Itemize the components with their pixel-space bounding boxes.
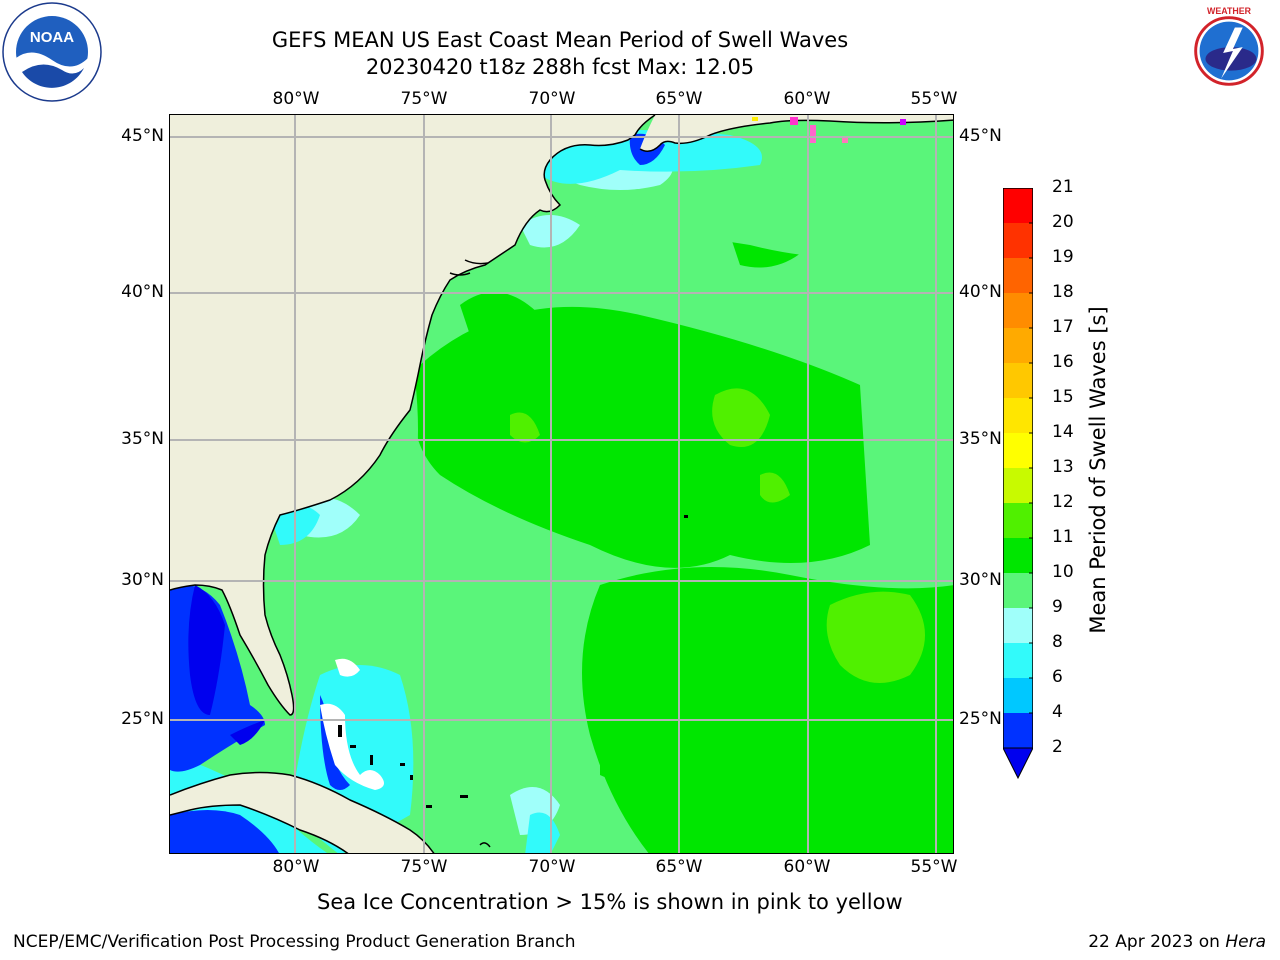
colorbar-tick-label: 16 [1052, 352, 1074, 372]
colorbar-tick-label: 17 [1052, 317, 1074, 337]
lon-tick-bottom: 75°W [400, 857, 448, 877]
colorbar-segment [1003, 363, 1033, 398]
lat-tick-right: 25°N [959, 709, 1002, 729]
footer-date: 22 Apr 2023 on [1088, 932, 1226, 952]
colorbar-segment [1003, 398, 1033, 433]
colorbar-segment [1003, 188, 1033, 223]
colorbar-tick-label: 20 [1052, 212, 1074, 232]
period-11-12-regions [510, 388, 925, 683]
colorbar-segment [1003, 538, 1033, 573]
lon-tick-top: 65°W [655, 89, 703, 109]
lat-tick-left: 45°N [121, 126, 164, 146]
lon-tick-top: 75°W [400, 89, 448, 109]
land-north-america [170, 115, 655, 715]
colorbar-segment [1003, 713, 1033, 748]
colorbar-tick-label: 10 [1052, 562, 1074, 582]
colorbar-tick-label: 19 [1052, 247, 1074, 267]
colorbar-segment [1003, 573, 1033, 608]
colorbar-tick-label: 9 [1052, 597, 1063, 617]
lon-tick-bottom: 70°W [528, 857, 576, 877]
colorbar-segment [1003, 608, 1033, 643]
colorbar-title: Mean Period of Swell Waves [s] [1086, 306, 1110, 634]
land-canada [640, 115, 953, 152]
colorbar-segment [1003, 433, 1033, 468]
footer-left: NCEP/EMC/Verification Post Processing Pr… [13, 932, 576, 952]
colorbar-segment [1003, 503, 1033, 538]
footer-host: Hera [1225, 932, 1266, 952]
lon-tick-top: 70°W [528, 89, 576, 109]
lon-tick-bottom: 60°W [783, 857, 831, 877]
no-data-regions [320, 658, 384, 790]
land-cuba [170, 772, 434, 853]
period-under-2-regions [188, 585, 265, 745]
lon-tick-top: 60°W [783, 89, 831, 109]
nws-logo: WEATHER [1181, 3, 1277, 99]
lon-tick-bottom: 65°W [655, 857, 703, 877]
lat-tick-right: 35°N [959, 429, 1002, 449]
svg-text:WEATHER: WEATHER [1207, 6, 1252, 16]
lon-tick-bottom: 55°W [910, 857, 958, 877]
colorbar-under-arrow [1003, 747, 1033, 780]
colorbar-tick-label: 15 [1052, 387, 1074, 407]
lat-tick-right: 30°N [959, 570, 1002, 590]
lon-tick-top: 80°W [272, 89, 320, 109]
colorbar-segment [1003, 468, 1033, 503]
colorbar-tick-label: 14 [1052, 422, 1074, 442]
colorbar-tick-label: 13 [1052, 457, 1074, 477]
lon-tick-bottom: 80°W [272, 857, 320, 877]
swell-period-field [170, 115, 953, 853]
lon-tick-top: 55°W [910, 89, 958, 109]
colorbar-segment [1003, 258, 1033, 293]
lat-tick-left: 40°N [121, 282, 164, 302]
colorbar-tick-label: 4 [1052, 702, 1063, 722]
colorbar-tick-label: 11 [1052, 527, 1074, 547]
footer-right: 22 Apr 2023 on Hera [1088, 932, 1266, 952]
noaa-logo: NOAA [2, 2, 102, 102]
island-marks [338, 515, 688, 808]
chart-title: GEFS MEAN US East Coast Mean Period of S… [271, 28, 849, 52]
sea-ice-markers [752, 117, 906, 143]
colorbar-tick-label: 21 [1052, 177, 1074, 197]
colorbar-segment [1003, 678, 1033, 713]
coastlines [170, 115, 953, 853]
sea-ice-note: Sea Ice Concentration > 15% is shown in … [317, 890, 903, 914]
colorbar-segment [1003, 293, 1033, 328]
colorbar-segment [1003, 328, 1033, 363]
lat-tick-right: 45°N [959, 126, 1002, 146]
colorbar-tick-label: 18 [1052, 282, 1074, 302]
colorbar-tick-label: 6 [1052, 667, 1063, 687]
map-panel [169, 114, 954, 854]
lat-tick-left: 30°N [121, 570, 164, 590]
colorbar-tick-label: 8 [1052, 632, 1063, 652]
colorbar-tick-label: 2 [1052, 737, 1063, 757]
colorbar [1003, 188, 1033, 780]
lat-tick-left: 25°N [121, 709, 164, 729]
graticule [170, 115, 953, 853]
lat-tick-left: 35°N [121, 429, 164, 449]
colorbar-segment [1003, 643, 1033, 678]
chart-subtitle: 20230420 t18z 288h fcst Max: 12.05 [365, 55, 755, 79]
colorbar-tick-label: 12 [1052, 492, 1074, 512]
colorbar-segment [1003, 223, 1033, 258]
lat-tick-right: 40°N [959, 282, 1002, 302]
svg-text:NOAA: NOAA [30, 29, 74, 46]
